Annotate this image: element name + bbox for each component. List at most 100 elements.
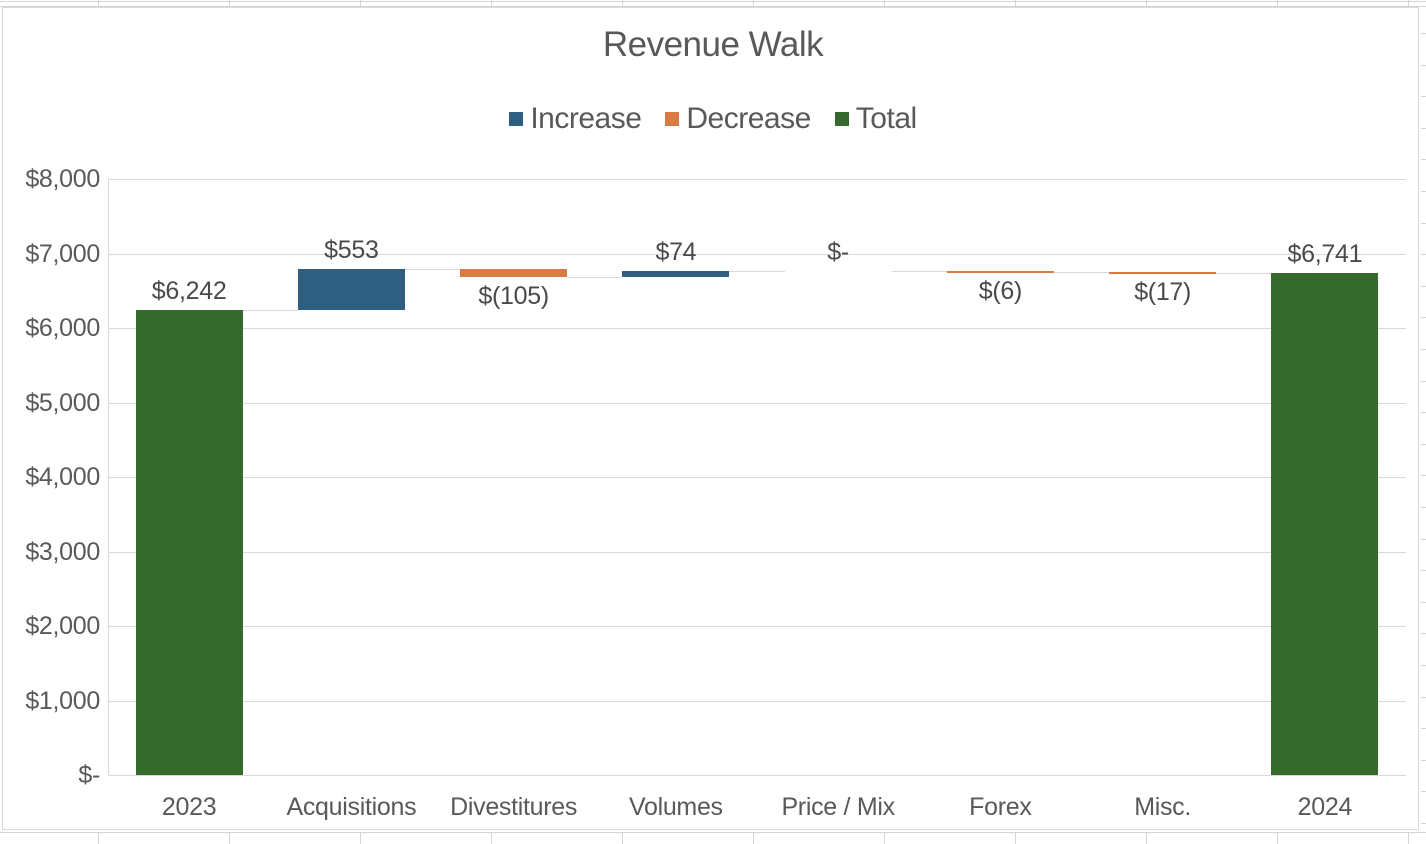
x-axis-label-forex: Forex: [969, 793, 1032, 821]
x-axis-label-2024: 2024: [1297, 793, 1353, 821]
waterfall-connector-line: [1216, 272, 1272, 274]
plot-gridline: [108, 402, 1406, 404]
y-axis-tick-label: $1,000: [25, 686, 100, 715]
data-label-divestitures: $(105): [478, 281, 549, 310]
sheet-row-line: [1421, 33, 1426, 34]
sheet-column-line: [98, 0, 99, 6]
legend-item-increase[interactable]: Increase: [509, 102, 642, 135]
bar-divestitures[interactable]: [460, 268, 568, 277]
data-label-volumes: $74: [655, 238, 697, 267]
plot-gridline: [108, 477, 1406, 478]
sheet-column-line: [491, 0, 492, 6]
sheet-row-line: [1421, 381, 1426, 382]
sheet-row-line: [1421, 665, 1426, 666]
sheet-row-line: [0, 1, 1426, 2]
x-axis-label-price-mix: Price / Mix: [781, 793, 895, 821]
sheet-row-line: [1421, 475, 1426, 476]
y-axis-tick-label: $4,000: [25, 463, 100, 491]
legend-item-label: Total: [855, 102, 917, 135]
sheet-column-line: [884, 832, 885, 844]
waterfall-connector-line: [567, 276, 623, 278]
y-axis-tick-label: $8,000: [25, 165, 100, 193]
legend-item-label: Decrease: [686, 102, 811, 135]
plot-gridline: [108, 551, 1406, 553]
x-axis-label-2023: 2023: [161, 793, 217, 821]
y-axis-tick-label: $6,000: [25, 314, 100, 342]
sheet-row-line: [1421, 760, 1426, 761]
x-axis-label-divestitures: Divestitures: [450, 793, 578, 821]
waterfall-connector-line: [404, 268, 461, 270]
sheet-row-line: [1421, 191, 1426, 192]
bar-volumes[interactable]: [622, 271, 730, 277]
x-axis-label-acquisitions: Acquisitions: [286, 793, 417, 821]
sheet-column-line: [1277, 0, 1278, 6]
y-axis-tick-label: $-: [78, 761, 100, 789]
x-axis-label-misc: Misc.: [1134, 793, 1192, 821]
sheet-row-line: [1421, 728, 1426, 729]
sheet-row-line: [1421, 317, 1426, 318]
sheet-column-line: [360, 0, 361, 6]
y-axis-tick-label: $2,000: [25, 612, 100, 640]
x-axis-label-volumes: Volumes: [628, 793, 723, 821]
plot-gridline: [108, 179, 1406, 180]
bar-misc[interactable]: [1109, 271, 1217, 274]
plot-gridline: [108, 775, 1406, 776]
sheet-row-line: [1421, 602, 1426, 603]
sheet-column-line: [622, 832, 623, 844]
sheet-row-line: [1421, 159, 1426, 160]
sheet-column-line: [229, 0, 230, 6]
sheet-column-line: [491, 832, 492, 844]
plot-gridline: [108, 253, 1406, 255]
waterfall-connector-line: [242, 309, 298, 311]
sheet-column-line: [1408, 0, 1409, 6]
plot-gridline: [108, 328, 1406, 329]
bar-acquisitions[interactable]: [297, 268, 405, 310]
sheet-column-line: [1015, 832, 1016, 844]
sheet-column-line: [98, 832, 99, 844]
sheet-row-line: [1421, 254, 1426, 255]
sheet-row-line: [1421, 697, 1426, 698]
legend-swatch-increase-icon: [509, 112, 524, 126]
sheet-column-line: [1015, 0, 1016, 6]
sheet-column-line: [753, 0, 754, 6]
chart-title[interactable]: Revenue Walk: [602, 25, 824, 64]
sheet-row-line: [0, 832, 1426, 833]
legend-swatch-total-icon: [834, 112, 849, 126]
sheet-column-line: [753, 832, 754, 844]
sheet-row-line: [1421, 349, 1426, 350]
y-axis-tick-label: $5,000: [25, 388, 100, 417]
y-axis-tick-label: $7,000: [25, 239, 100, 268]
sheet-column-line: [1408, 832, 1409, 844]
bar-forex[interactable]: [946, 271, 1054, 274]
sheet-column-line: [622, 0, 623, 6]
sheet-row-line: [1421, 412, 1426, 413]
waterfall-connector-line: [1053, 271, 1110, 273]
data-label-misc: $(17): [1134, 277, 1192, 306]
legend-item-total[interactable]: Total: [834, 102, 917, 135]
bar-2024[interactable]: [1271, 272, 1379, 775]
bar-2023[interactable]: [135, 309, 243, 775]
sheet-row-line: [0, 6, 1426, 7]
sheet-column-line: [229, 832, 230, 844]
chart-legend: Increase Decrease Total: [0, 100, 1426, 138]
data-label-price-mix: $-: [827, 238, 849, 267]
sheet-row-line: [1421, 128, 1426, 129]
sheet-row-line: [1421, 633, 1426, 634]
legend-item-decrease[interactable]: Decrease: [665, 102, 811, 135]
data-label-2023: $6,242: [151, 276, 227, 305]
waterfall-connector-line: [729, 271, 785, 273]
y-axis-line: [108, 179, 109, 775]
sheet-row-line: [1421, 65, 1426, 66]
sheet-row-line: [1421, 96, 1426, 97]
sheet-row-line: [1421, 444, 1426, 445]
sheet-column-line: [1277, 832, 1278, 844]
sheet-row-line: [1421, 539, 1426, 540]
sheet-row-line: [1421, 507, 1426, 508]
y-axis-tick-label: $3,000: [25, 537, 100, 566]
data-label-acquisitions: $553: [324, 235, 379, 264]
sheet-column-line: [1146, 832, 1147, 844]
data-label-forex: $(6): [978, 276, 1023, 305]
legend-item-label: Increase: [530, 102, 642, 135]
sheet-row-line: [1421, 823, 1426, 824]
